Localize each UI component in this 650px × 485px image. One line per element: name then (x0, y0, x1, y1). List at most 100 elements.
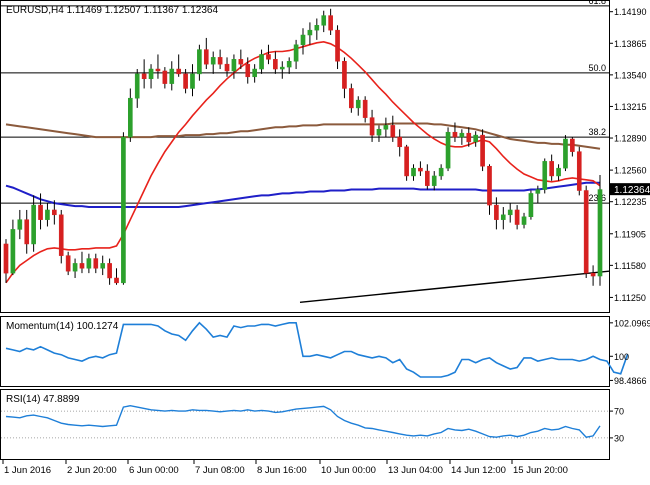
candle-body (315, 25, 319, 30)
candle-body (38, 205, 42, 220)
candle-body (108, 263, 112, 278)
price-tick-label: 1.11580 (614, 261, 646, 271)
candle-body (218, 57, 222, 64)
candle-body (301, 35, 305, 45)
candle-body (204, 50, 208, 65)
candle-body (308, 30, 312, 35)
candle-body (425, 171, 429, 186)
candle-body (266, 54, 270, 59)
candle-body (335, 30, 339, 61)
time-tick-label: 15 Jun 20:00 (513, 465, 568, 476)
candle-body (142, 74, 146, 79)
candle-body (211, 57, 215, 64)
rsi-tick-label: 70 (614, 407, 624, 417)
time-tick-label: 13 Jun 04:00 (388, 465, 443, 476)
candle-body (101, 263, 105, 268)
main-chart-title: EURUSD,H4 1.11469 1.12507 1.11367 1.1236… (6, 5, 218, 16)
candle-body (508, 210, 512, 215)
candle-body (225, 64, 229, 71)
candle-body (246, 64, 250, 77)
current-price-tag: 1.12364 (610, 183, 650, 196)
candle-body (177, 69, 181, 74)
candle-body (522, 217, 526, 225)
time-tick-label: 2 Jun 20:00 (67, 465, 117, 476)
candle-body (584, 191, 588, 274)
candle-body (377, 129, 381, 135)
candle-body (439, 168, 443, 176)
momentum-tick-label: 98.4866 (614, 376, 647, 386)
candle-body (515, 210, 519, 225)
candle-body (418, 168, 422, 171)
candle-body (543, 161, 547, 189)
rsi-title: RSI(14) 47.8899 (6, 394, 80, 405)
candle-body (25, 220, 29, 244)
candle-body (494, 205, 498, 220)
momentum-tick-label: 100 (614, 352, 629, 362)
candle-body (149, 69, 153, 79)
candle-body (232, 59, 236, 71)
candle-body (18, 220, 22, 230)
time-tick-label: 8 Jun 16:00 (257, 465, 307, 476)
candle-body (253, 69, 257, 77)
candle-body (59, 215, 63, 256)
candle-body (474, 135, 478, 142)
candle-body (529, 193, 533, 216)
candle-body (363, 100, 367, 117)
price-tick-label: 1.12560 (614, 166, 647, 176)
candle-body (598, 190, 602, 276)
candle-body (80, 263, 84, 268)
candle-body (114, 278, 118, 283)
price-tick-label: 1.14190 (614, 7, 647, 17)
candle-body (52, 210, 56, 215)
time-tick-label: 1 Jun 2016 (4, 465, 51, 476)
candle-body (163, 71, 167, 84)
candle-body (239, 59, 243, 64)
candle-body (322, 16, 326, 26)
candle-body (170, 69, 174, 84)
price-tick-label: 1.11250 (614, 293, 646, 303)
candle-body (94, 259, 98, 269)
candle-body (32, 205, 36, 244)
candle-body (467, 133, 471, 142)
candle-body (432, 176, 436, 186)
candle-body (481, 135, 485, 166)
candle-body (287, 61, 291, 67)
price-tick-label: 1.13215 (614, 102, 647, 112)
candle-body (156, 69, 160, 71)
candle-body (45, 210, 49, 220)
candle-body (356, 100, 360, 108)
current-price-label: 1.12364 (614, 185, 650, 196)
candle-body (128, 98, 132, 137)
momentum-tick-label: 102.0969 (614, 318, 650, 328)
candle-body (556, 168, 560, 176)
candle-body (453, 132, 457, 137)
candle-body (280, 67, 284, 69)
candle-body (411, 168, 415, 176)
candle-body (121, 137, 125, 283)
candle-body (487, 166, 491, 205)
price-tick-label: 1.12235 (614, 197, 647, 207)
candle-body (398, 137, 402, 147)
candle-body (294, 45, 298, 62)
candle-body (329, 16, 333, 31)
rsi-tick-label: 30 (614, 433, 624, 443)
candle-body (501, 215, 505, 220)
candle-body (184, 74, 188, 89)
candle-body (570, 139, 574, 152)
candle-body (370, 118, 374, 135)
candle-body (446, 132, 450, 168)
candle-body (135, 74, 139, 98)
candle-body (11, 229, 15, 273)
price-tick-label: 1.11905 (614, 229, 646, 239)
candle-body (391, 125, 395, 137)
fib-label-23-6: 23.6 (588, 193, 606, 203)
candle-body (273, 59, 277, 69)
time-tick-label: 6 Jun 00:00 (129, 465, 179, 476)
candle-body (384, 125, 388, 129)
candle-body (4, 244, 8, 273)
candle-body (577, 152, 581, 191)
candle-body (591, 273, 595, 276)
candle-body (550, 161, 554, 176)
candle-body (87, 259, 91, 269)
